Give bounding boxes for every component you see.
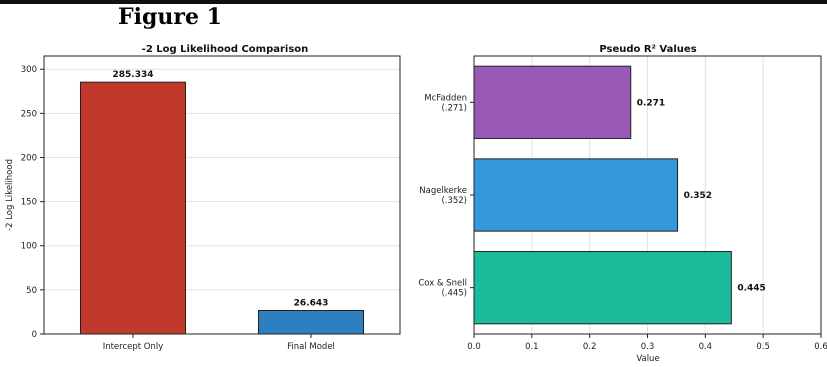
loglik-x-category-label: Intercept Only (103, 342, 164, 352)
mcfadden-bar (473, 65, 632, 139)
loglik-plot-frame (43, 55, 401, 335)
cox-snell-label: Cox & Snell (418, 279, 467, 289)
mcfadden-sub-label: (.271) (441, 103, 467, 113)
pseudo-r2-x-tick-label: 0.5 (756, 342, 770, 352)
loglik-y-tick-label: 150 (21, 198, 37, 208)
loglik-y-tick-label: 0 (32, 330, 37, 340)
pseudo-r2-data-label: 0.352 (684, 191, 712, 201)
loglik-y-tick-label: 50 (26, 286, 37, 296)
intercept-only-bar (79, 81, 187, 335)
nagelkerke-bar (473, 158, 679, 232)
top-rule (0, 0, 827, 4)
loglik-y-tick-label: 100 (21, 242, 37, 252)
pseudo-r2-x-tick-label: 0.3 (641, 342, 655, 352)
cox-snell-bar (473, 251, 732, 325)
final-model-bar (257, 309, 365, 335)
pseudo-r2-data-label: 0.445 (737, 284, 765, 294)
pseudo-r2-x-tick-label: 0.6 (814, 342, 827, 352)
pseudo-r2-chart: Pseudo R² Values 0.0 0.1 0.2 0.3 0.4 0.5 0.6 M… (418, 44, 827, 364)
loglik-y-axis-label: -2 Log Likelihood (5, 159, 15, 231)
loglik-y-tick-label: 200 (21, 153, 37, 163)
pseudo-r2-x-tick-label: 0.1 (525, 342, 539, 352)
nagelkerke-sub-label: (.352) (441, 196, 467, 206)
pseudo-r2-x-axis-label: Value (636, 354, 659, 364)
pseudo-r2-x-tick-label: 0.0 (467, 342, 481, 352)
pseudo-r2-x-tick-label: 0.2 (583, 342, 597, 352)
loglik-chart-title: -2 Log Likelihood Comparison (142, 44, 309, 55)
pseudo-r2-data-label: 0.271 (637, 98, 665, 108)
loglik-y-tick-label: 250 (21, 109, 37, 119)
loglik-data-label: 26.643 (294, 298, 329, 308)
pseudo-r2-chart-title: Pseudo R² Values (599, 44, 696, 55)
pseudo-r2-x-tick-label: 0.4 (699, 342, 713, 352)
loglik-x-category-label: Final Model (287, 342, 335, 352)
loglik-data-label: 285.334 (113, 70, 154, 80)
cox-snell-sub-label: (.445) (441, 289, 467, 299)
mcfadden-label: McFadden (424, 93, 467, 103)
nagelkerke-label: Nagelkerke (419, 186, 467, 196)
loglik-chart: -2 Log Likelihood Comparison 0 50 100 150 20… (5, 44, 401, 352)
figure-title: Figure 1 (118, 4, 222, 30)
loglik-y-tick-label: 300 (21, 65, 37, 75)
